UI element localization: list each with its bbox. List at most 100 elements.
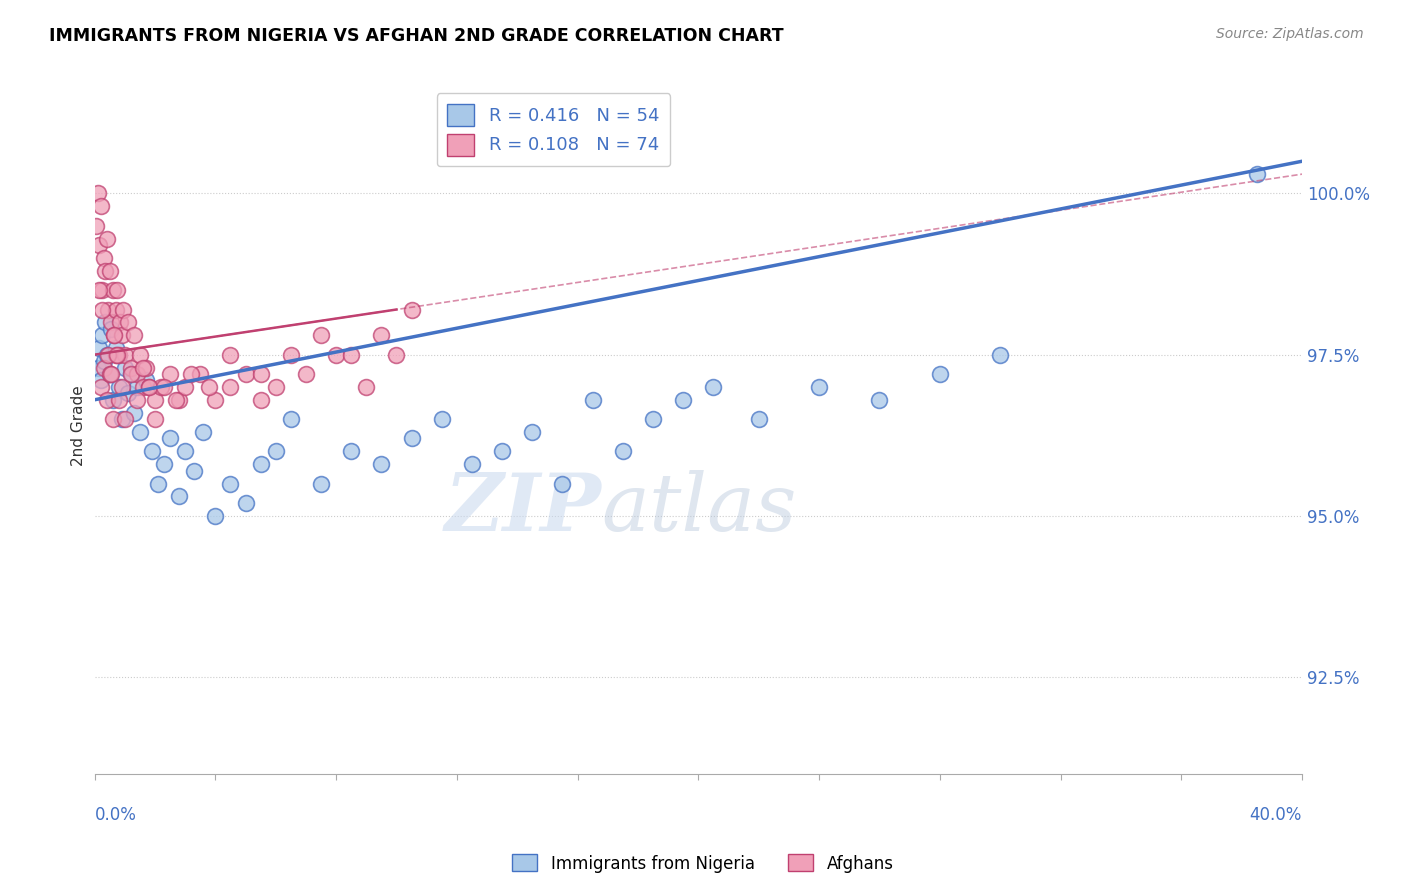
- Point: [100, 315, 122, 329]
- Point: [167, 490, 190, 504]
- Point: [249, 457, 271, 471]
- Point: [86, 360, 108, 375]
- Point: [87, 238, 110, 252]
- Point: [91, 302, 114, 317]
- Point: [98, 367, 121, 381]
- Point: [103, 328, 125, 343]
- Point: [107, 392, 129, 407]
- Point: [101, 392, 124, 407]
- Point: [748, 412, 770, 426]
- Point: [93, 354, 115, 368]
- Point: [122, 328, 145, 343]
- Point: [125, 392, 148, 407]
- Point: [120, 367, 142, 381]
- Point: [91, 328, 114, 343]
- Point: [180, 367, 202, 381]
- Point: [104, 302, 127, 317]
- Point: [183, 464, 205, 478]
- Point: [174, 444, 197, 458]
- Point: [340, 348, 363, 362]
- Point: [90, 199, 112, 213]
- Point: [249, 367, 271, 381]
- Point: [97, 302, 120, 317]
- Text: ZIP: ZIP: [444, 470, 602, 548]
- Point: [111, 380, 134, 394]
- Point: [100, 367, 122, 381]
- Point: [401, 302, 423, 317]
- Text: 40.0%: 40.0%: [1250, 805, 1302, 824]
- Point: [96, 348, 118, 362]
- Point: [110, 315, 132, 329]
- Point: [280, 412, 302, 426]
- Point: [249, 392, 271, 407]
- Point: [491, 444, 513, 458]
- Point: [90, 373, 112, 387]
- Point: [672, 392, 695, 407]
- Point: [114, 412, 136, 426]
- Point: [219, 380, 242, 394]
- Point: [149, 380, 172, 394]
- Point: [385, 348, 408, 362]
- Point: [128, 348, 150, 362]
- Point: [1246, 167, 1268, 181]
- Point: [193, 425, 215, 439]
- Point: [309, 476, 332, 491]
- Point: [141, 444, 163, 458]
- Point: [105, 348, 128, 362]
- Point: [84, 219, 107, 233]
- Point: [153, 380, 176, 394]
- Point: [159, 367, 181, 381]
- Point: [138, 380, 160, 394]
- Legend: Immigrants from Nigeria, Afghans: Immigrants from Nigeria, Afghans: [506, 847, 900, 880]
- Point: [219, 348, 242, 362]
- Point: [132, 380, 155, 394]
- Point: [93, 360, 115, 375]
- Point: [90, 380, 112, 394]
- Point: [97, 348, 120, 362]
- Point: [461, 457, 484, 471]
- Text: 0.0%: 0.0%: [94, 805, 136, 824]
- Point: [114, 348, 136, 362]
- Y-axis label: 2nd Grade: 2nd Grade: [72, 385, 86, 466]
- Point: [87, 283, 110, 297]
- Point: [98, 264, 121, 278]
- Point: [153, 457, 176, 471]
- Point: [143, 392, 166, 407]
- Point: [401, 432, 423, 446]
- Point: [86, 186, 108, 201]
- Point: [94, 315, 117, 329]
- Point: [96, 231, 118, 245]
- Point: [522, 425, 544, 439]
- Point: [87, 341, 110, 355]
- Text: Source: ZipAtlas.com: Source: ZipAtlas.com: [1216, 27, 1364, 41]
- Point: [107, 380, 129, 394]
- Point: [112, 302, 135, 317]
- Point: [430, 412, 453, 426]
- Point: [167, 392, 190, 407]
- Point: [98, 367, 121, 381]
- Point: [235, 496, 257, 510]
- Point: [146, 476, 169, 491]
- Point: [641, 412, 664, 426]
- Text: IMMIGRANTS FROM NIGERIA VS AFGHAN 2ND GRADE CORRELATION CHART: IMMIGRANTS FROM NIGERIA VS AFGHAN 2ND GR…: [49, 27, 783, 45]
- Point: [104, 341, 127, 355]
- Point: [122, 406, 145, 420]
- Point: [143, 412, 166, 426]
- Point: [264, 444, 287, 458]
- Legend: R = 0.416   N = 54, R = 0.108   N = 74: R = 0.416 N = 54, R = 0.108 N = 74: [437, 94, 671, 167]
- Point: [135, 360, 157, 375]
- Point: [128, 425, 150, 439]
- Point: [340, 444, 363, 458]
- Point: [235, 367, 257, 381]
- Point: [159, 432, 181, 446]
- Point: [93, 251, 115, 265]
- Point: [551, 476, 574, 491]
- Point: [111, 328, 134, 343]
- Point: [295, 367, 318, 381]
- Point: [280, 348, 302, 362]
- Point: [117, 315, 139, 329]
- Point: [264, 380, 287, 394]
- Point: [370, 457, 392, 471]
- Point: [204, 392, 226, 407]
- Point: [120, 360, 142, 375]
